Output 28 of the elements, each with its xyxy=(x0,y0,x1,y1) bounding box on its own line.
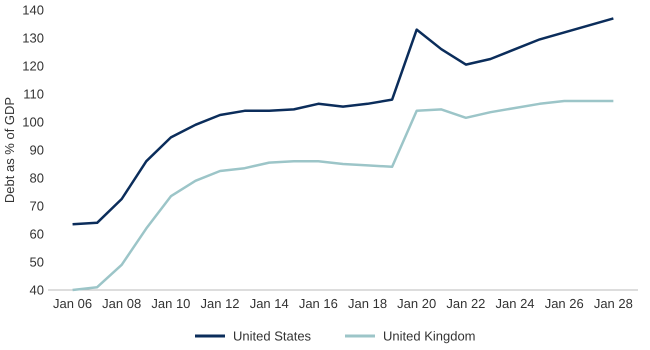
x-tick-label: Jan 18 xyxy=(348,296,388,311)
x-tick-label: Jan 12 xyxy=(200,296,240,311)
x-tick-label: Jan 06 xyxy=(53,296,92,311)
y-tick-label: 50 xyxy=(30,254,44,270)
x-tick-label: Jan 10 xyxy=(151,296,190,311)
y-tick-label: 90 xyxy=(30,142,44,158)
x-tick-label: Jan 16 xyxy=(298,296,338,311)
legend-label: United States xyxy=(233,328,312,344)
y-tick-label: 140 xyxy=(22,2,44,18)
x-tick-label: Jan 22 xyxy=(446,296,486,311)
y-tick-label: 60 xyxy=(30,226,44,242)
y-tick-label: 120 xyxy=(22,58,44,74)
x-tick-label: Jan 14 xyxy=(250,296,289,311)
y-tick-label: 100 xyxy=(22,114,44,130)
y-tick-label: 80 xyxy=(30,170,44,186)
y-tick-label: 110 xyxy=(23,86,44,102)
legend-label: United Kingdom xyxy=(383,328,476,344)
y-axis-title: Debt as % of GDP xyxy=(2,96,17,204)
x-tick-label: Jan 24 xyxy=(496,296,535,311)
x-tick-label: Jan 28 xyxy=(594,296,633,311)
line-series xyxy=(71,17,615,226)
line-series xyxy=(71,100,615,292)
y-tick-label: 40 xyxy=(30,282,44,298)
y-tick-label: 70 xyxy=(30,198,44,214)
y-tick-label: 130 xyxy=(22,30,44,46)
x-tick-label: Jan 08 xyxy=(102,296,142,311)
x-tick-label: Jan 20 xyxy=(397,296,436,311)
x-tick-label: Jan 26 xyxy=(544,296,584,311)
